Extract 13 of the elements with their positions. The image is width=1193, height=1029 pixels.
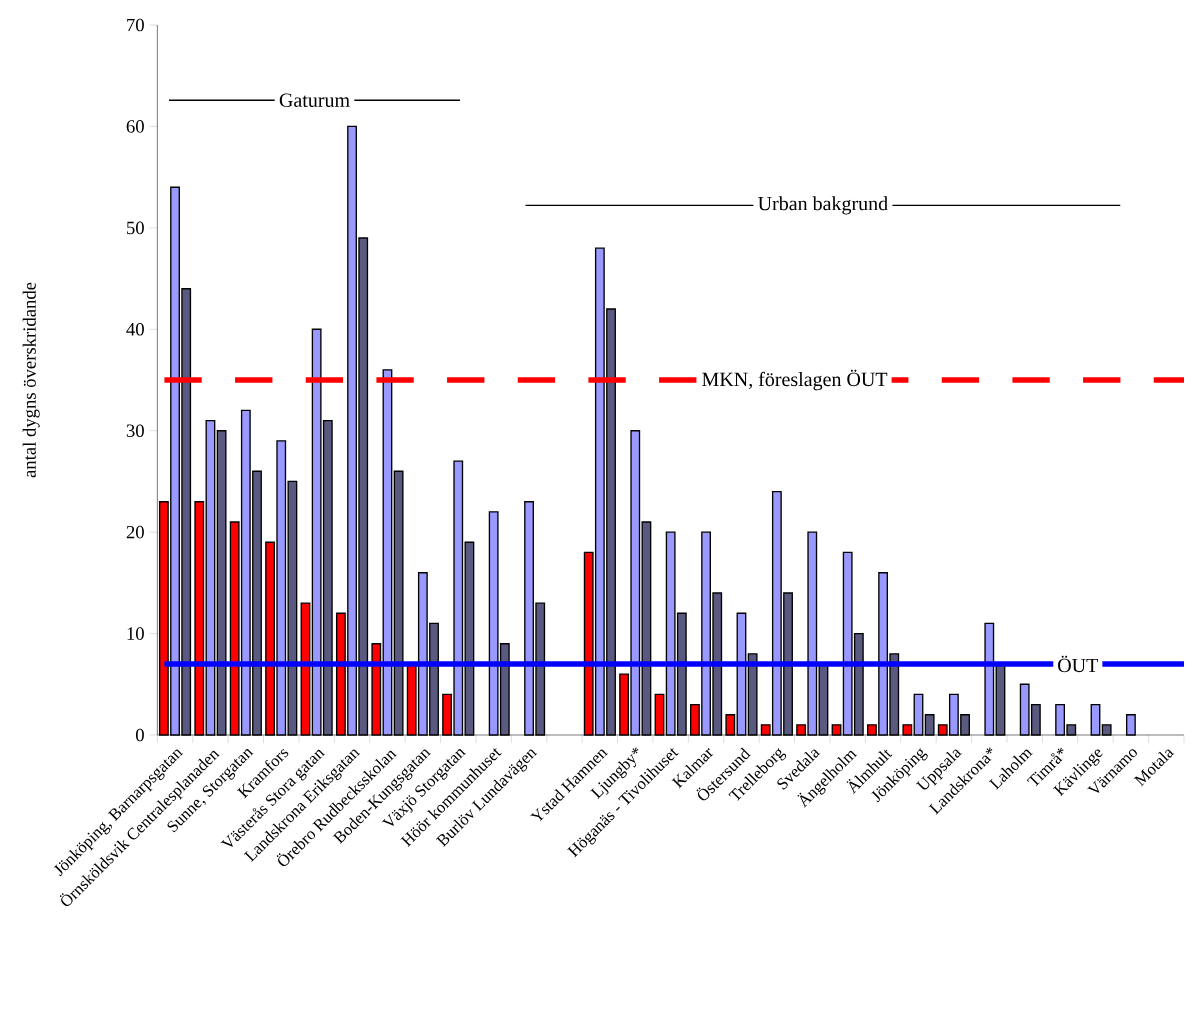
y-tick-label: 0 [136, 728, 144, 742]
annotation: Gaturum [279, 93, 350, 107]
ref-line-label: MKN, föreslagen ÖUT [702, 369, 888, 391]
y-tick-label: 30 [126, 424, 144, 438]
annotation: Urban bakgrund [758, 196, 888, 215]
y-tick-label: 60 [126, 120, 144, 133]
y-tick-label: 70 [127, 18, 144, 32]
y-tick-label: 10 [127, 627, 144, 640]
y-tick-label: 50 [127, 221, 144, 235]
y-axis-title: antal dygns överskridande [22, 282, 40, 478]
y-tick-label: 20 [126, 525, 144, 539]
ref-line-label: ÖUT [1058, 655, 1099, 673]
y-tick-label: 40 [126, 322, 144, 336]
